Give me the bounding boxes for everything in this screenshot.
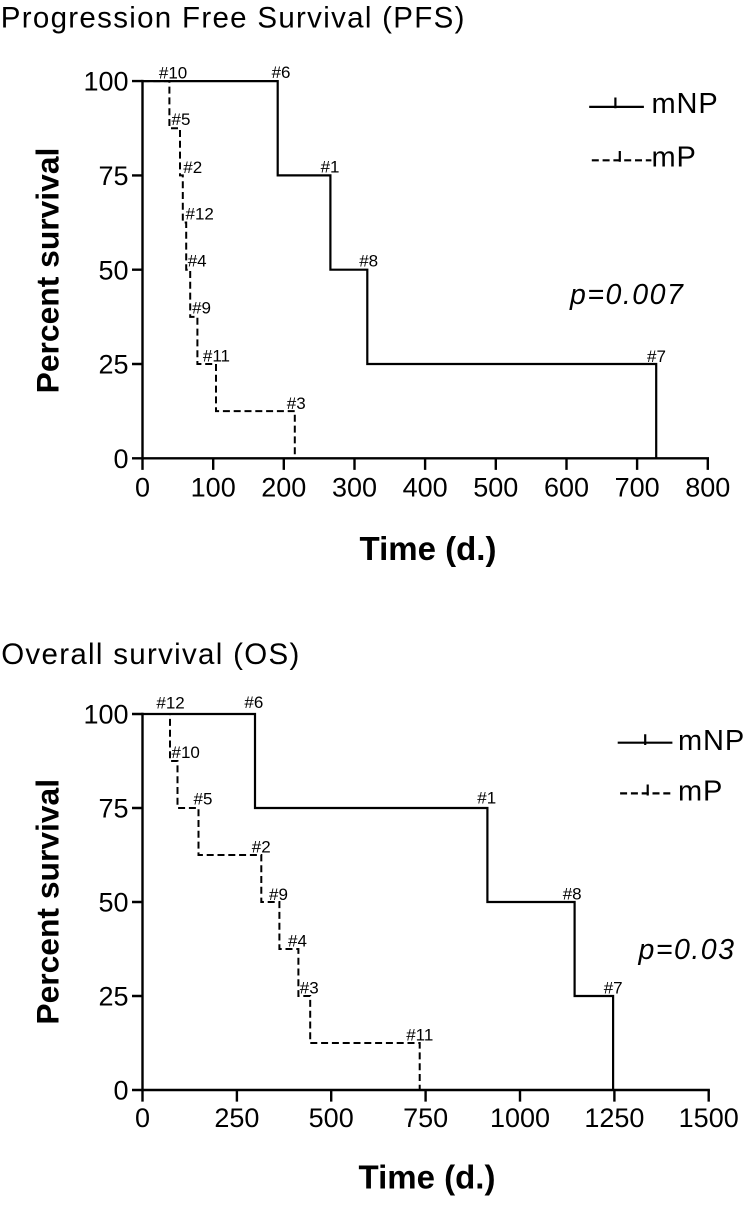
svg-text:0: 0 [135, 1103, 150, 1133]
svg-text:#7: #7 [604, 978, 623, 997]
svg-text:Time (d.): Time (d.) [359, 1159, 496, 1196]
svg-text:100: 100 [191, 473, 236, 503]
svg-text:#8: #8 [563, 884, 582, 903]
svg-text:1500: 1500 [679, 1103, 739, 1133]
svg-text:200: 200 [261, 473, 306, 503]
svg-text:#12: #12 [156, 693, 184, 712]
svg-text:#11: #11 [203, 346, 230, 365]
svg-text:#6: #6 [244, 693, 263, 712]
svg-text:#10: #10 [172, 743, 200, 762]
svg-text:Progression Free Survival (PFS: Progression Free Survival (PFS) [1, 1, 466, 34]
svg-text:#6: #6 [272, 63, 291, 82]
svg-text:Percent survival: Percent survival [30, 779, 66, 1025]
svg-text:mP: mP [678, 775, 723, 807]
svg-text:800: 800 [685, 473, 730, 503]
svg-text:#12: #12 [186, 205, 214, 224]
svg-text:300: 300 [332, 473, 377, 503]
svg-text:0: 0 [113, 444, 128, 474]
svg-text:#5: #5 [194, 789, 213, 808]
svg-text:mP: mP [652, 141, 697, 173]
svg-text:mNP: mNP [652, 88, 719, 120]
svg-text:#3: #3 [287, 394, 306, 413]
svg-text:#2: #2 [252, 838, 271, 857]
svg-text:0: 0 [113, 1076, 128, 1106]
svg-text:50: 50 [98, 255, 128, 285]
svg-text:75: 75 [98, 794, 128, 824]
svg-text:750: 750 [403, 1103, 448, 1133]
svg-text:Time (d.): Time (d.) [360, 530, 497, 567]
svg-text:50: 50 [98, 888, 128, 918]
svg-text:250: 250 [214, 1103, 259, 1133]
svg-text:p=0.03: p=0.03 [638, 934, 736, 966]
svg-text:Overall survival (OS): Overall survival (OS) [1, 638, 300, 671]
svg-text:#1: #1 [477, 789, 496, 808]
svg-text:#10: #10 [159, 63, 187, 82]
svg-text:75: 75 [98, 161, 128, 191]
svg-text:0: 0 [135, 473, 150, 503]
svg-text:#1: #1 [321, 157, 340, 176]
svg-text:#11: #11 [406, 1026, 433, 1045]
svg-text:#3: #3 [300, 979, 319, 998]
svg-text:500: 500 [473, 473, 518, 503]
svg-text:500: 500 [309, 1103, 354, 1133]
svg-text:#9: #9 [192, 299, 211, 318]
svg-text:25: 25 [98, 350, 128, 380]
svg-text:#5: #5 [172, 110, 191, 129]
svg-text:#8: #8 [359, 251, 378, 270]
svg-text:#7: #7 [647, 347, 666, 366]
svg-text:#4: #4 [188, 252, 207, 271]
svg-text:100: 100 [83, 700, 128, 730]
svg-text:1250: 1250 [584, 1103, 644, 1133]
svg-text:Percent survival: Percent survival [30, 148, 66, 394]
svg-text:400: 400 [403, 473, 448, 503]
svg-text:600: 600 [544, 473, 589, 503]
svg-text:#4: #4 [288, 932, 307, 951]
svg-text:25: 25 [98, 982, 128, 1012]
svg-text:mNP: mNP [678, 725, 745, 757]
svg-text:p=0.007: p=0.007 [569, 279, 684, 311]
svg-text:100: 100 [83, 67, 128, 97]
svg-text:#2: #2 [183, 158, 202, 177]
svg-text:1000: 1000 [490, 1103, 550, 1133]
svg-text:#9: #9 [269, 885, 288, 904]
svg-text:700: 700 [615, 473, 660, 503]
